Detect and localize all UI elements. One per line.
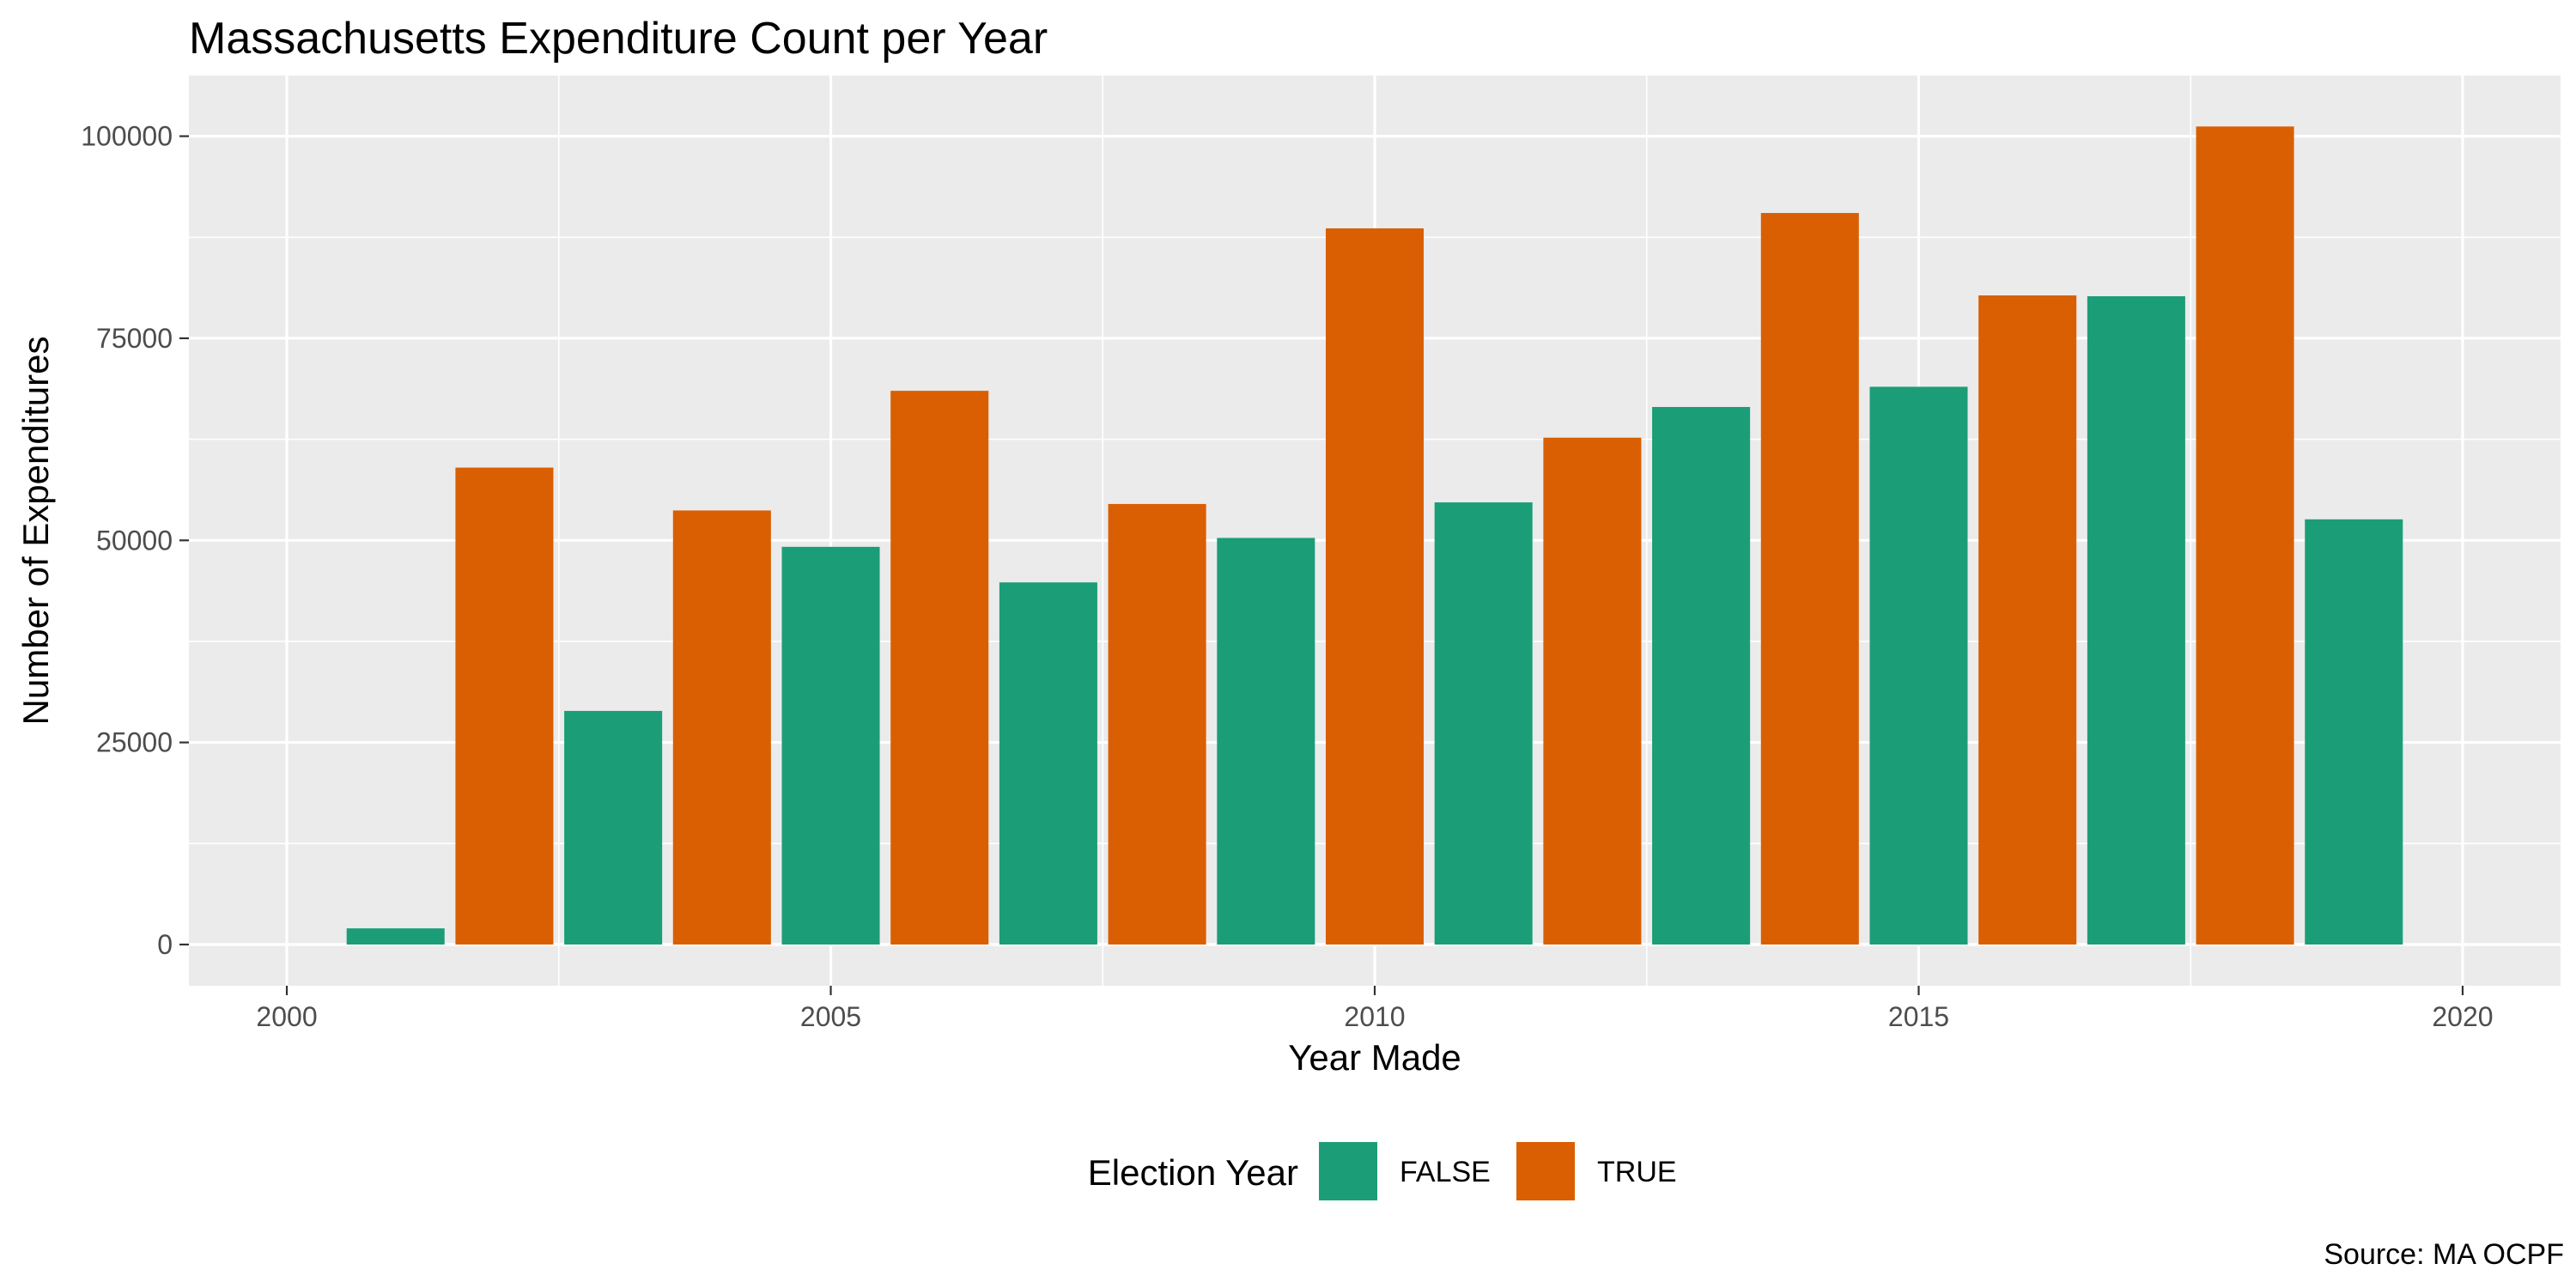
bar-2013	[1652, 406, 1751, 945]
x-tick-label: 2020	[2432, 1001, 2493, 1032]
bar-2006	[890, 391, 989, 945]
bar-2014	[1760, 213, 1859, 945]
bar-2002	[455, 467, 554, 945]
x-axis-title: Year Made	[1288, 1037, 1461, 1078]
y-tick-label: 25000	[96, 727, 173, 758]
bar-2005	[781, 546, 880, 945]
y-tick-label: 0	[157, 929, 173, 960]
legend: Election Year FALSE TRUE	[1088, 1142, 1677, 1200]
legend-label-false: FALSE	[1400, 1156, 1491, 1188]
x-tick-label: 2005	[800, 1001, 861, 1032]
bar-2003	[564, 710, 663, 945]
bar-2010	[1325, 228, 1425, 945]
bars	[346, 126, 2403, 945]
bar-2001	[346, 928, 445, 945]
x-tick-label: 2010	[1344, 1001, 1405, 1032]
y-axis-title: Number of Expenditures	[15, 337, 56, 726]
bar-2019	[2305, 519, 2403, 945]
y-axis: 0 25000 50000 75000 100000	[81, 121, 189, 960]
legend-label-true: TRUE	[1597, 1156, 1677, 1188]
x-tick-label: 2000	[256, 1001, 317, 1032]
bar-2004	[672, 510, 771, 945]
bar-2012	[1543, 437, 1642, 945]
bar-2018	[2196, 126, 2294, 945]
bar-2015	[1869, 386, 1968, 945]
bar-2017	[2087, 295, 2185, 945]
legend-title: Election Year	[1088, 1152, 1298, 1193]
bar-2007	[999, 582, 1097, 945]
bar-2016	[1978, 295, 2077, 945]
y-tick-label: 75000	[96, 323, 173, 354]
chart-caption: Source: MA OCPF	[2324, 1238, 2564, 1271]
bar-2011	[1434, 502, 1533, 945]
y-tick-label: 50000	[96, 525, 173, 556]
x-axis: 2000 2005 2010 2015 2020	[256, 986, 2494, 1032]
y-tick-label: 100000	[81, 121, 173, 152]
bar-2008	[1108, 503, 1206, 945]
legend-key-true	[1516, 1142, 1575, 1200]
legend-items: FALSE TRUE	[1319, 1142, 1677, 1200]
legend-key-false	[1319, 1142, 1377, 1200]
chart-title: Massachusetts Expenditure Count per Year	[189, 14, 1048, 64]
x-tick-label: 2015	[1888, 1001, 1949, 1032]
bar-2009	[1217, 538, 1315, 945]
